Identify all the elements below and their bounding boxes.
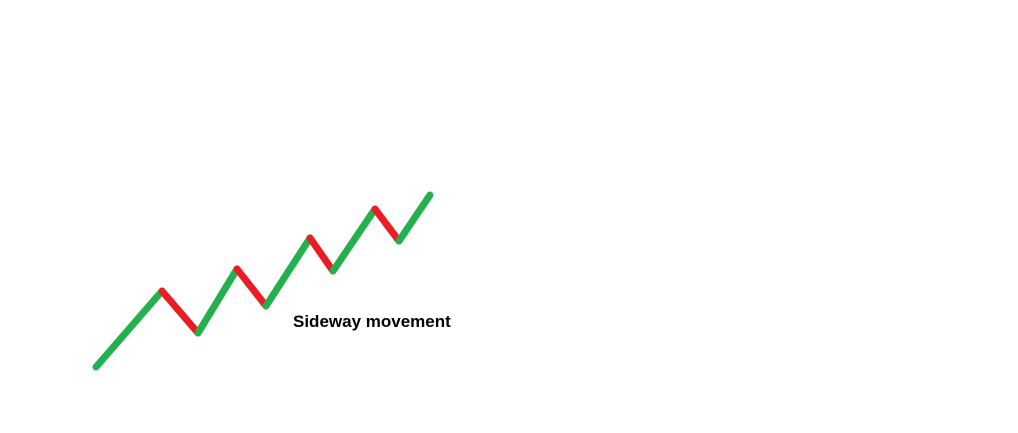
up-segment-9	[395, 191, 434, 245]
down-segment-2	[158, 287, 202, 337]
down-segment-4	[233, 265, 270, 310]
up-segment-5	[262, 234, 314, 310]
trend-segments	[92, 191, 434, 371]
up-segment-3	[194, 265, 241, 337]
down-segment-6	[306, 234, 337, 275]
up-segment-1	[92, 287, 166, 371]
sideway-movement-label: Sideway movement	[293, 312, 451, 331]
up-segment-7	[329, 205, 379, 275]
down-segment-8	[371, 205, 403, 245]
